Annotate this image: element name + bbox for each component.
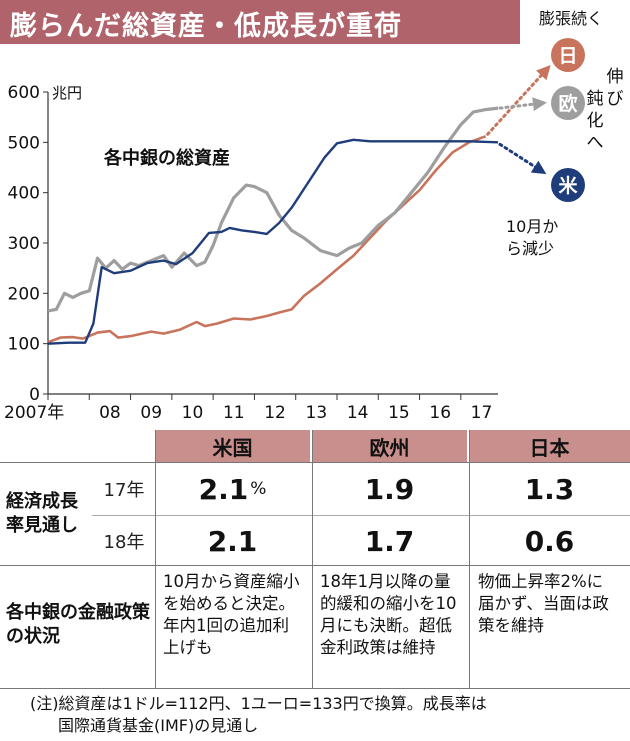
eu-badge xyxy=(551,86,585,120)
divider xyxy=(92,515,630,516)
y-tick-label: 0 xyxy=(29,385,40,405)
arrow-head xyxy=(530,160,547,175)
x-tick-label: 08 xyxy=(99,403,121,423)
x-tick-label: 13 xyxy=(306,403,328,423)
chart-title: 各中銀の総資産 xyxy=(103,147,230,169)
growth-value-eu-17: 1.9 xyxy=(364,472,415,506)
y-tick-label: 600 xyxy=(8,83,40,103)
x-tick-label: 17 xyxy=(471,403,493,423)
divider xyxy=(0,462,630,463)
divider xyxy=(0,688,630,689)
year-label: 17年 xyxy=(103,480,145,501)
divider xyxy=(0,565,630,566)
table-header-eu: 欧州 xyxy=(312,430,467,462)
us-note: 10月か xyxy=(506,217,558,236)
x-tick-label: 09 xyxy=(140,403,162,423)
eu-note-char: び xyxy=(607,89,624,109)
arrow-head xyxy=(532,97,547,112)
table-header-jp: 日本 xyxy=(469,430,630,462)
us-badge-label: 米 xyxy=(558,174,578,197)
policy-text-us: 10月から資産縮小を始めると決定。年内1回の追加利上げも xyxy=(163,572,300,657)
y-tick-label: 400 xyxy=(8,184,40,204)
footnote-line: (注)総資産は1ドル=112円、1ユーロ=133円で換算。成長率は xyxy=(30,694,487,713)
eu-note-char: 化 xyxy=(587,111,604,131)
x-tick-label: 12 xyxy=(264,403,286,423)
trend-arrow xyxy=(486,66,550,136)
series-line xyxy=(47,106,499,313)
x-tick-label: 15 xyxy=(388,403,410,423)
x-tick-label: 14 xyxy=(347,403,369,423)
growth-value-eu-18: 1.7 xyxy=(364,524,415,558)
x-tick-label: 16 xyxy=(429,403,451,423)
series-line xyxy=(47,138,499,345)
eu-badge-label: 欧 xyxy=(558,92,577,115)
jp-badge xyxy=(551,38,585,72)
y-tick-label: 200 xyxy=(8,284,40,304)
table-header-us: 米国 xyxy=(155,430,310,462)
arrow-head xyxy=(536,65,551,81)
y-tick-label: 100 xyxy=(8,335,40,355)
growth-outlook-label: 経済成長率見通し xyxy=(6,491,78,536)
outlook-table: 米国 欧州 日本 経済成長率見通し 17年 18年 2.1% 1.9 1.3 2… xyxy=(0,430,630,690)
eu-note-char: 鈍 xyxy=(587,89,604,109)
unit-label: % xyxy=(250,479,267,499)
eu-note-char: 伸 xyxy=(607,67,624,87)
policy-text-jp: 物価上昇率2%に届かず、当面は政策を維持 xyxy=(478,572,609,635)
us-note: ら減少 xyxy=(506,239,554,258)
year-label: 18年 xyxy=(103,532,145,553)
page-title: 膨らんだ総資産・低成長が重荷 xyxy=(10,11,402,42)
growth-value-us-17: 2.1% xyxy=(155,464,310,514)
footnote: (注)総資産は1ドル=112円、1ユーロ=133円で換算。成長率は 国際通貨基金… xyxy=(30,693,487,737)
us-badge xyxy=(551,168,585,202)
growth-value-jp-17: 1.3 xyxy=(524,472,575,506)
x-tick-label: 11 xyxy=(223,403,245,423)
y-axis-unit: 兆円 xyxy=(52,84,82,102)
growth-value-jp-18: 0.6 xyxy=(524,524,575,558)
title-bar: 膨らんだ総資産・低成長が重荷 xyxy=(0,0,520,44)
policy-status-label: 各中銀の金融政策の状況 xyxy=(6,602,150,647)
y-tick-label: 300 xyxy=(8,234,40,254)
x-tick-label: 10 xyxy=(182,403,204,423)
jp-note: 膨張続く xyxy=(539,9,603,28)
divider xyxy=(155,430,156,688)
divider xyxy=(469,430,470,688)
x-tick-label: 2007年 xyxy=(4,403,64,423)
policy-text-eu: 18年1月以降の量的緩和の縮小を10月にも決断。超低金利政策は維持 xyxy=(320,572,457,657)
jp-badge-label: 日 xyxy=(558,45,577,67)
footnote-line: 国際通貨基金(IMF)の見通し xyxy=(58,716,259,735)
eu-note-char: へ xyxy=(587,133,604,153)
y-tick-label: 500 xyxy=(8,133,40,153)
value: 2.1 xyxy=(198,472,249,506)
growth-value-us-18: 2.1 xyxy=(207,524,258,558)
total-assets-chart: 0 100 200 300 400 500 600 兆円 2007年 08 09 10 11 12 13 14… xyxy=(4,9,624,423)
divider xyxy=(312,430,313,688)
